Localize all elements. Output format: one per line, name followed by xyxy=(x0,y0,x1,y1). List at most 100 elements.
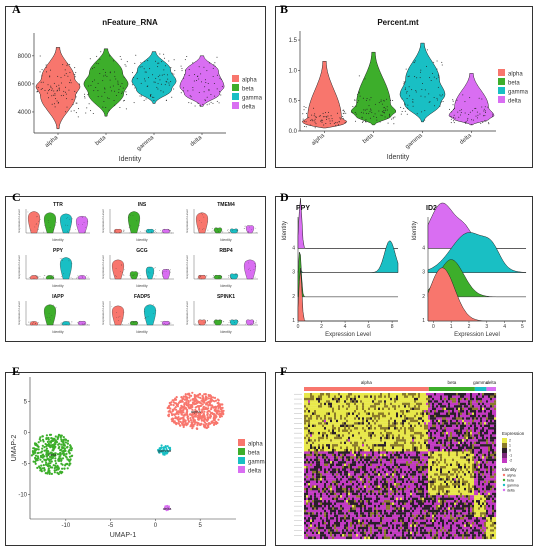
y-tick-label: 0.5 xyxy=(289,99,298,105)
heatmap-cell xyxy=(430,431,433,435)
data-point xyxy=(441,61,443,63)
heatmap-cell xyxy=(386,395,389,398)
heatmap-cell xyxy=(330,417,333,420)
heatmap-cell xyxy=(450,407,453,411)
heatmap-cell xyxy=(444,419,447,423)
heatmap-cell xyxy=(320,397,323,401)
heatmap-cell xyxy=(322,395,325,398)
data-point xyxy=(28,321,30,323)
data-point xyxy=(75,112,77,114)
heatmap-cell xyxy=(362,412,365,415)
data-point xyxy=(76,92,78,94)
heatmap-cell xyxy=(310,412,313,415)
y-tick-label: 2 xyxy=(292,294,295,300)
heatmap-cell xyxy=(314,431,317,435)
heatmap-cell xyxy=(354,436,357,440)
heatmap-cell xyxy=(468,461,471,464)
data-point xyxy=(452,116,454,118)
data-point xyxy=(222,324,223,326)
data-point xyxy=(189,399,192,402)
data-point xyxy=(172,401,175,404)
data-point xyxy=(147,60,149,62)
data-point xyxy=(70,447,73,450)
heatmap-cell xyxy=(338,395,341,398)
data-point xyxy=(227,229,229,230)
data-point xyxy=(54,454,57,457)
heatmap-cell xyxy=(350,458,353,462)
heatmap-cell xyxy=(382,453,385,457)
heatmap-cell xyxy=(484,431,487,435)
data-point xyxy=(136,71,138,73)
data-point xyxy=(171,413,174,417)
data-point xyxy=(185,401,188,404)
heatmap-cell xyxy=(308,441,311,445)
data-point xyxy=(314,113,316,115)
heatmap-cell xyxy=(400,429,403,433)
heatmap-cell xyxy=(446,410,449,413)
heatmap-cell xyxy=(348,405,351,408)
heatmap-cell xyxy=(482,419,485,423)
heatmap-cell xyxy=(422,436,425,440)
heatmap-cell xyxy=(314,463,317,467)
heatmap-cell xyxy=(372,448,375,452)
heatmap-cell xyxy=(404,393,407,396)
heatmap-cell xyxy=(386,451,389,454)
heatmap-cell xyxy=(456,424,459,428)
data-point xyxy=(303,120,305,122)
data-point xyxy=(114,104,116,106)
heatmap-cell xyxy=(310,427,313,430)
data-point xyxy=(55,98,57,100)
heatmap-cell xyxy=(440,407,443,411)
heatmap-cell xyxy=(470,453,473,457)
heatmap-cell xyxy=(410,402,413,406)
data-point xyxy=(62,436,65,439)
heatmap-cell xyxy=(366,444,369,447)
heatmap-cell xyxy=(438,458,441,462)
data-point xyxy=(437,86,439,88)
heatmap-cell xyxy=(450,434,453,437)
data-point xyxy=(164,322,165,324)
heatmap-cell xyxy=(438,397,441,401)
heatmap-cell xyxy=(434,451,437,454)
heatmap-cell xyxy=(482,405,485,408)
heatmap-cell xyxy=(334,417,337,420)
heatmap-cell xyxy=(354,393,357,396)
heatmap-cell xyxy=(482,444,485,447)
data-point xyxy=(108,97,110,99)
data-point xyxy=(117,82,119,84)
heatmap-cell xyxy=(424,458,427,462)
heatmap-cell xyxy=(308,427,311,430)
data-point xyxy=(424,96,426,98)
data-point xyxy=(328,111,330,113)
data-point xyxy=(48,455,52,458)
heatmap-cell xyxy=(362,407,365,411)
heatmap-cell xyxy=(444,424,447,428)
heatmap-cell xyxy=(488,453,491,457)
heatmap-cell xyxy=(326,400,329,403)
data-point xyxy=(48,470,51,473)
data-point xyxy=(47,452,50,455)
heatmap-cell xyxy=(476,444,479,447)
heatmap-cell xyxy=(464,456,467,459)
data-point xyxy=(147,316,149,318)
heatmap-cell xyxy=(396,405,399,408)
heatmap-cell xyxy=(492,441,495,445)
data-point xyxy=(482,115,484,117)
ridge-PPY-alpha xyxy=(297,268,398,322)
data-point xyxy=(216,412,219,415)
data-point xyxy=(472,110,474,112)
heatmap-cell xyxy=(406,402,409,406)
heatmap-cell xyxy=(322,436,325,440)
heatmap-cell xyxy=(354,397,357,401)
heatmap-cell xyxy=(454,424,457,428)
heatmap-cell xyxy=(396,461,399,464)
heatmap-cell xyxy=(492,436,495,440)
heatmap-cell xyxy=(388,405,391,408)
data-point xyxy=(47,436,50,440)
heatmap-cell xyxy=(312,444,315,447)
heatmap-cell xyxy=(424,427,427,430)
data-point xyxy=(45,434,49,437)
legend-label-alpha: alpha xyxy=(242,78,257,84)
heatmap-cell xyxy=(342,444,345,447)
data-point xyxy=(202,423,205,426)
